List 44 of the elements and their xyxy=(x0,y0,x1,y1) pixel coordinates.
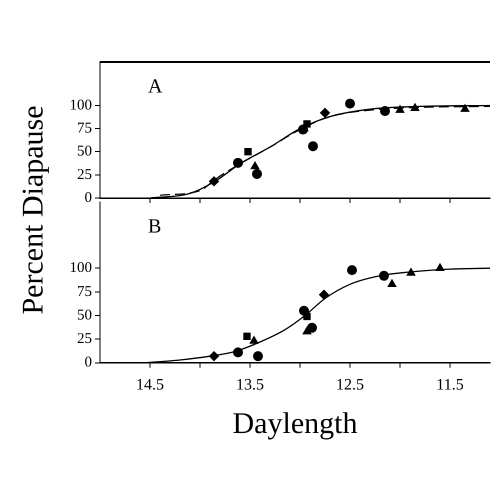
point xyxy=(436,263,444,271)
point xyxy=(460,104,470,112)
point xyxy=(244,148,252,156)
x-tick-label: 12.5 xyxy=(336,376,364,394)
point xyxy=(320,108,330,118)
point xyxy=(250,162,260,170)
point xyxy=(307,322,317,333)
y-tick-label: 50 xyxy=(77,144,92,160)
point xyxy=(396,105,404,113)
x-axis-title: Daylength xyxy=(232,406,358,440)
y-tick-label: 75 xyxy=(77,120,92,137)
point xyxy=(406,268,416,276)
point xyxy=(308,141,318,152)
y-tick-label: 75 xyxy=(77,284,92,300)
annotation: B xyxy=(148,215,162,238)
point xyxy=(209,176,219,186)
point xyxy=(233,158,243,168)
point xyxy=(380,106,390,116)
y-tick-label: 25 xyxy=(77,166,92,183)
point xyxy=(379,270,389,281)
point xyxy=(299,306,309,316)
annotation: A xyxy=(148,75,163,98)
point xyxy=(410,103,420,112)
y-tick-label: 50 xyxy=(77,307,92,324)
y-tick-label: 0 xyxy=(84,190,92,206)
y-axis-title: Percent Diapause xyxy=(16,105,50,315)
point xyxy=(243,332,251,340)
x-tick-label: 13.5 xyxy=(236,376,264,394)
y-tick-label: 100 xyxy=(70,260,92,276)
point xyxy=(209,351,219,362)
point xyxy=(250,336,258,344)
y-tick-label: 0 xyxy=(84,354,92,371)
point xyxy=(253,351,263,362)
x-tick-label: 14.5 xyxy=(136,376,164,394)
x-tick-label: 11.5 xyxy=(436,376,464,394)
point xyxy=(388,279,396,288)
point xyxy=(298,124,308,135)
y-tick-label: 100 xyxy=(70,97,92,114)
y-tick-label: 25 xyxy=(77,331,92,348)
point xyxy=(345,98,355,109)
point xyxy=(233,347,243,358)
point xyxy=(252,168,262,179)
point xyxy=(347,265,357,276)
point xyxy=(319,290,329,300)
